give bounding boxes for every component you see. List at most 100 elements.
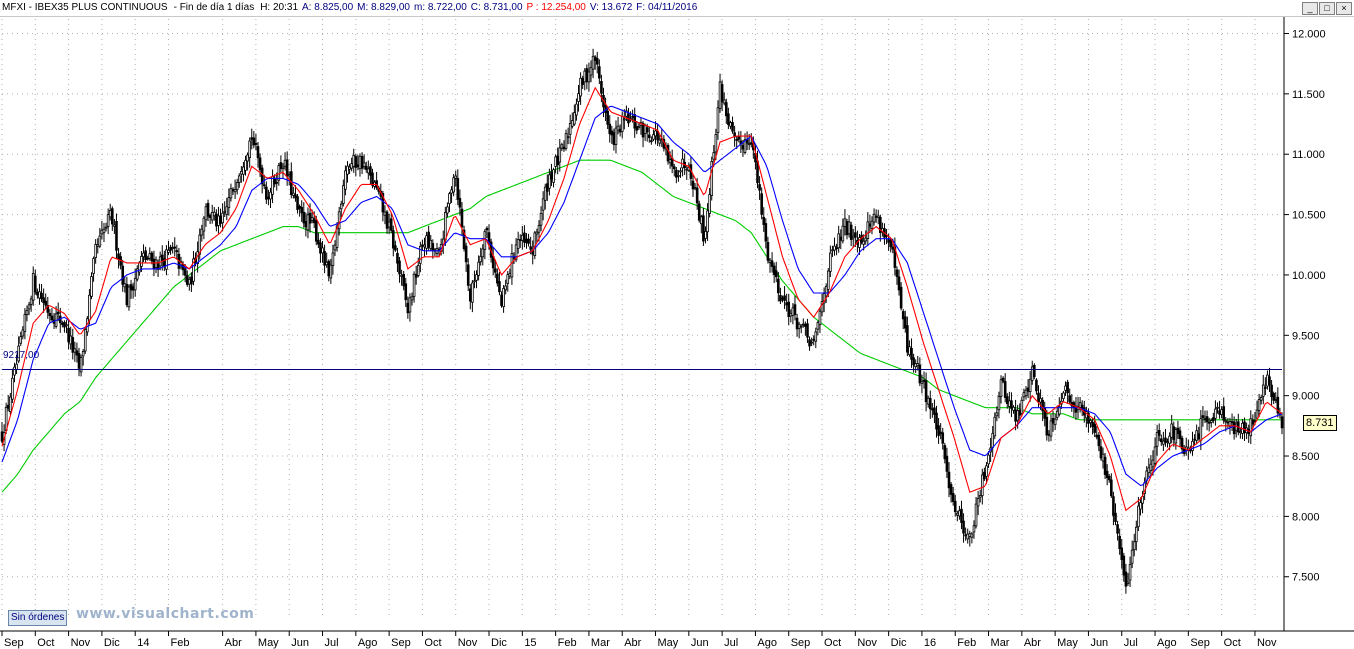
x-tick-label: Nov — [1257, 637, 1277, 649]
candle-body — [25, 310, 29, 315]
candle-body — [1209, 420, 1213, 423]
candle-body — [471, 282, 474, 303]
candle-body — [589, 67, 593, 76]
candle-body — [319, 242, 322, 254]
candle-body — [204, 206, 208, 221]
candle-body — [826, 270, 830, 290]
candle-body — [749, 142, 753, 145]
candle-body — [125, 283, 129, 306]
candle-body — [1166, 441, 1169, 444]
candle-body — [1051, 418, 1055, 424]
candle-body — [529, 246, 532, 250]
y-tick-label: 8.500 — [1292, 451, 1320, 463]
candle-body — [598, 66, 601, 79]
candle-body — [242, 166, 245, 175]
candle-body — [570, 120, 574, 127]
candle-body — [595, 58, 599, 65]
candle-body — [9, 396, 12, 413]
candle-body — [394, 245, 397, 251]
price-chart[interactable]: 7.500 8.000 8.500 9.000 9.500 10.000 10.500 11.… — [0, 17, 1354, 649]
candle-body — [1180, 437, 1184, 450]
candle-body — [1272, 393, 1275, 401]
candle-body — [839, 236, 843, 241]
candle-body — [889, 239, 893, 248]
candle-body — [115, 221, 118, 251]
candle-body — [1068, 395, 1072, 403]
candle-body — [192, 258, 195, 282]
candle-body — [926, 397, 930, 405]
candle-body — [535, 231, 539, 235]
candle-body — [123, 283, 127, 288]
candle-body — [552, 169, 555, 183]
candle-body — [606, 110, 609, 125]
candle-body — [806, 323, 809, 338]
candle-body — [248, 140, 251, 159]
candle-body — [1266, 374, 1269, 387]
candle-body — [117, 253, 120, 260]
candle-body — [548, 174, 551, 189]
minimize-button[interactable]: _ — [1302, 2, 1318, 15]
candle-body — [1178, 430, 1182, 440]
candle-body — [851, 235, 855, 239]
candle-body — [175, 250, 179, 253]
candle-body — [140, 255, 143, 267]
candle-body — [868, 223, 872, 227]
candle-body — [895, 269, 899, 278]
y-tick-label: 11.500 — [1292, 89, 1325, 101]
candle-body — [208, 215, 212, 218]
candle-body — [502, 288, 505, 308]
candle-body — [11, 377, 14, 400]
candle-body — [448, 193, 451, 205]
candle-body — [541, 198, 545, 211]
candle-body — [1224, 420, 1228, 423]
candle-body — [797, 323, 801, 329]
candle-body — [1159, 438, 1163, 443]
candle-body — [504, 285, 507, 291]
candle-body — [966, 533, 970, 540]
candle-body — [702, 215, 705, 242]
open-label: A: 8.825,00 — [302, 2, 354, 13]
candle-body — [40, 292, 43, 300]
candle-body — [329, 264, 333, 279]
candle-body — [774, 270, 778, 278]
candle-body — [766, 242, 770, 261]
orders-badge[interactable]: Sin órdenes — [8, 610, 68, 626]
x-tick-label: Nov — [857, 637, 877, 649]
candle-body — [206, 203, 210, 217]
candle-body — [897, 276, 901, 291]
close-button[interactable]: × — [1336, 2, 1352, 15]
candle-body — [98, 235, 102, 247]
candle-body — [583, 70, 587, 83]
candle-body — [421, 244, 424, 247]
maximize-button[interactable]: □ — [1319, 2, 1335, 15]
candle-body — [146, 257, 149, 260]
candle-body — [1126, 581, 1130, 584]
candle-body — [693, 187, 697, 189]
candle-body — [225, 206, 229, 215]
candle-body — [993, 416, 997, 437]
candle-body — [133, 277, 137, 291]
candle-body — [976, 498, 980, 507]
candle-body — [1003, 381, 1007, 398]
candle-body — [903, 316, 907, 329]
x-tick-label: Jun — [1090, 637, 1108, 649]
candle-body — [254, 143, 258, 145]
candle-body — [1168, 435, 1171, 444]
candle-body — [92, 258, 95, 274]
candle-body — [493, 268, 497, 273]
candle-body — [391, 230, 395, 249]
candle-body — [423, 244, 426, 248]
candle-body — [1014, 409, 1017, 422]
candle-body — [941, 432, 945, 444]
candle-body — [27, 304, 31, 310]
x-tick-label: May — [258, 637, 279, 649]
candle-body — [864, 237, 868, 242]
candle-body — [1047, 433, 1051, 436]
candle-body — [131, 286, 135, 291]
candle-body — [1010, 400, 1013, 409]
candle-body — [608, 123, 612, 135]
x-tick-label: Nov — [71, 637, 91, 649]
candle-body — [1172, 426, 1176, 440]
candle-body — [951, 493, 955, 502]
x-tick-label: Ago — [757, 637, 777, 649]
